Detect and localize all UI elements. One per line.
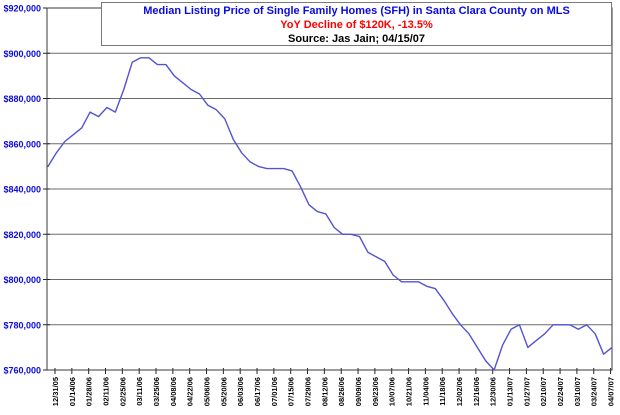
chart-subtitle: YoY Decline of $120K, -13.5% xyxy=(280,19,433,31)
x-axis-label: 10/21/06 xyxy=(405,377,414,406)
x-axis-label: 07/29/06 xyxy=(304,377,313,406)
x-axis-label: 08/12/06 xyxy=(320,377,329,406)
x-axis-label: 02/11/06 xyxy=(102,377,111,406)
y-axis-label: $800,000 xyxy=(3,275,41,285)
x-axis-label: 03/10/07 xyxy=(573,377,582,406)
x-axis-label: 07/15/06 xyxy=(287,377,296,406)
x-axis-label: 04/22/06 xyxy=(186,377,195,406)
x-axis-label: 09/09/06 xyxy=(354,377,363,406)
x-axis-label: 01/13/07 xyxy=(506,377,515,406)
x-axis-label: 12/31/05 xyxy=(51,377,60,406)
x-axis-label: 03/25/06 xyxy=(152,377,161,406)
x-axis-label: 08/26/06 xyxy=(337,377,346,406)
x-axis-label: 01/28/06 xyxy=(85,377,94,406)
x-axis-label: 12/30/06 xyxy=(489,377,498,406)
chart-title: Median Listing Price of Single Family Ho… xyxy=(143,5,570,17)
x-axis-label: 05/20/06 xyxy=(219,377,228,406)
x-axis-label: 10/07/06 xyxy=(388,377,397,406)
x-axis-label: 03/11/06 xyxy=(135,377,144,406)
x-axis-label: 04/08/06 xyxy=(169,377,178,406)
x-axis-label: 06/03/06 xyxy=(236,377,245,406)
y-axis-label: $780,000 xyxy=(3,320,41,330)
x-axis-label: 06/17/06 xyxy=(253,377,262,406)
y-axis-label: $840,000 xyxy=(3,185,41,195)
x-axis-label: 12/02/06 xyxy=(455,377,464,406)
x-axis-label: 11/04/06 xyxy=(421,377,430,406)
title-box: Median Listing Price of Single Family Ho… xyxy=(101,2,612,46)
x-axis-label: 01/27/07 xyxy=(522,377,531,406)
x-axis-label: 02/25/06 xyxy=(118,377,127,406)
y-axis-label: $860,000 xyxy=(3,139,41,149)
y-axis-label: $820,000 xyxy=(3,230,41,240)
x-axis-label: 04/07/07 xyxy=(607,377,616,406)
x-axis-label: 05/06/06 xyxy=(203,377,212,406)
price-line xyxy=(47,57,613,371)
chart-source: Source: Jas Jain; 04/15/07 xyxy=(288,33,425,45)
x-axis-label: 11/18/06 xyxy=(438,377,447,406)
y-axis-label: $880,000 xyxy=(3,94,41,104)
x-axis-label: 02/24/07 xyxy=(556,377,565,406)
y-axis-label: $760,000 xyxy=(3,366,41,376)
x-axis-label: 12/16/06 xyxy=(472,377,481,406)
y-axis-label: $900,000 xyxy=(3,49,41,59)
x-axis-label: 07/01/06 xyxy=(270,377,279,406)
x-axis-label: 01/14/06 xyxy=(68,377,77,406)
x-axis-label: 02/10/07 xyxy=(539,377,548,406)
y-axis-label: $920,000 xyxy=(3,4,41,14)
x-axis-label: 03/24/07 xyxy=(590,377,599,406)
x-axis-label: 09/23/06 xyxy=(371,377,380,406)
